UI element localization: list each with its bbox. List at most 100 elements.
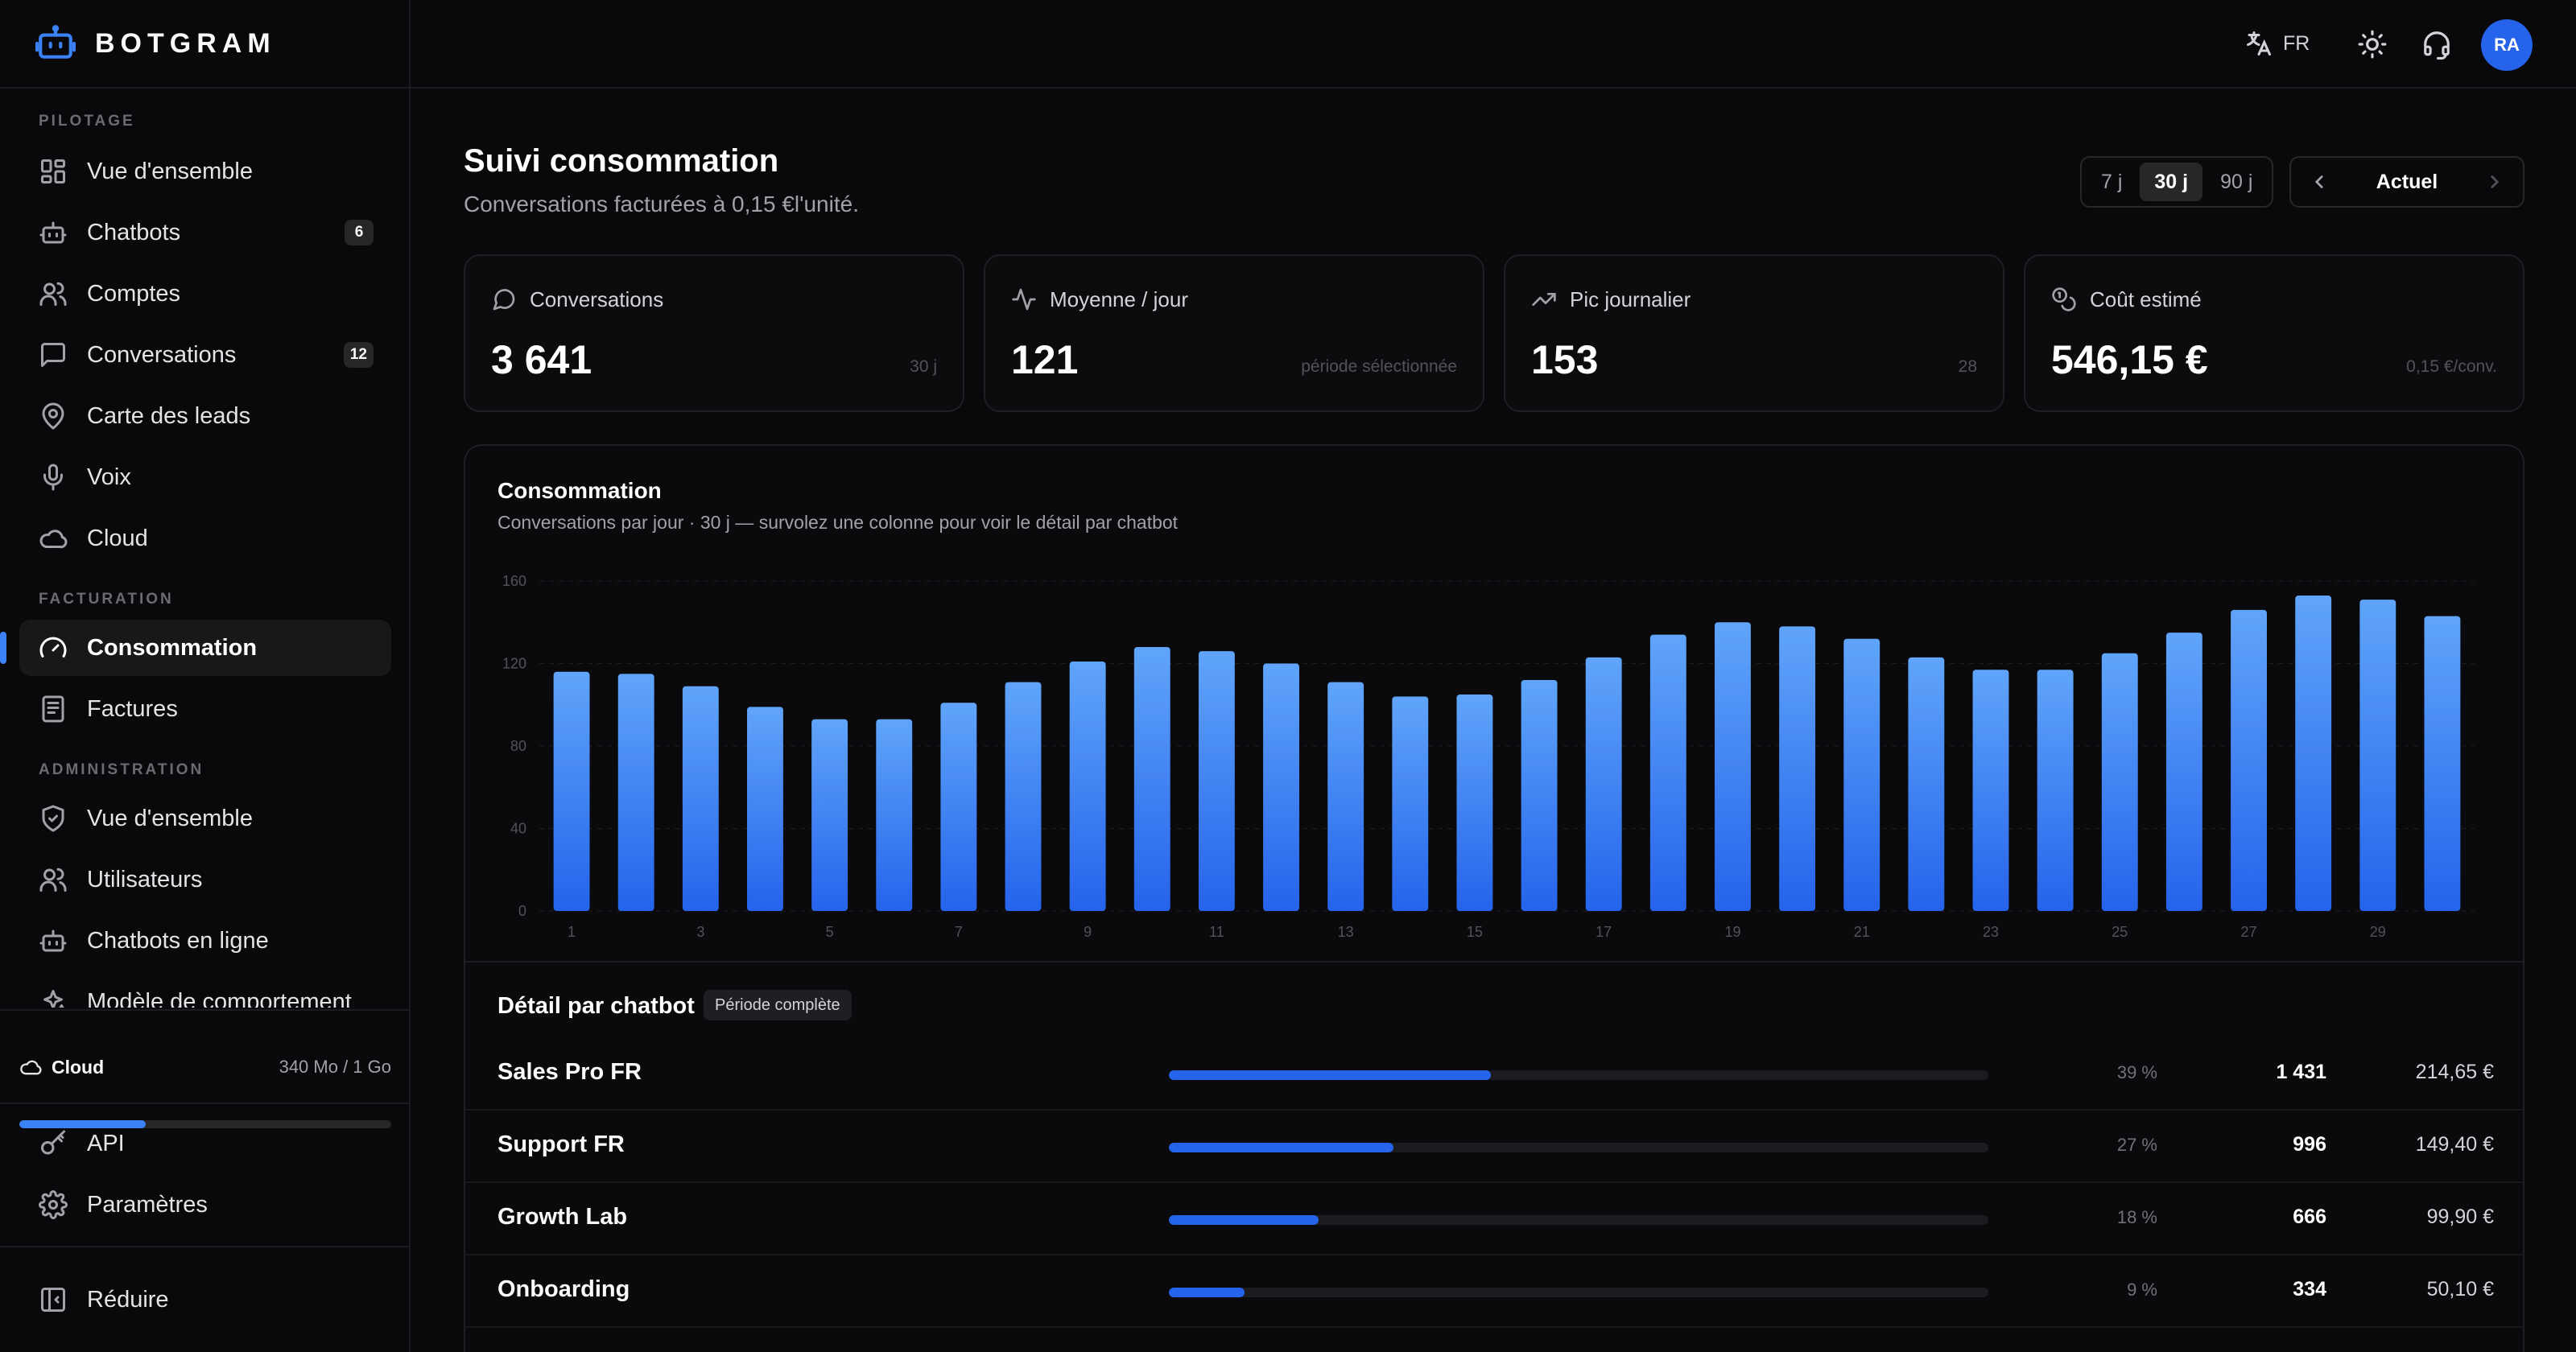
chart-bar-day-29[interactable] — [2359, 600, 2396, 911]
x-tick-label: 7 — [955, 924, 963, 940]
chatbot-detail-list: Sales Pro FR 39 % 1 431 214,65 € Support… — [465, 1038, 2523, 1328]
main-content: Suivi consommation Conversations facturé… — [464, 89, 2524, 1352]
chatbot-row[interactable]: Growth Lab 18 % 666 99,90 € — [465, 1183, 2523, 1255]
chatbot-row[interactable]: Sales Pro FR 39 % 1 431 214,65 € — [465, 1038, 2523, 1111]
chart-bar-day-30[interactable] — [2424, 616, 2461, 911]
sidebar-item-voice[interactable]: Voix — [19, 449, 391, 505]
range-90d-button[interactable]: 90 j — [2220, 170, 2253, 193]
chatbot-row[interactable]: Onboarding 9 % 334 50,10 € — [465, 1255, 2523, 1328]
support-button[interactable] — [2421, 29, 2452, 60]
chart-bar-day-18[interactable] — [1649, 634, 1686, 911]
section-label-administration: ADMINISTRATION — [39, 761, 204, 778]
chevron-right-icon — [2491, 175, 2500, 188]
previous-period-button[interactable] — [2309, 171, 2330, 192]
x-tick-label: 11 — [1209, 924, 1224, 940]
sidebar-item-conversations[interactable]: Conversations 12 — [19, 327, 391, 383]
y-tick-label: 40 — [510, 821, 526, 837]
share-bar-fill — [1169, 1070, 1492, 1080]
chatbot-name: Support FR — [497, 1131, 625, 1157]
sidebar-item-label: Paramètres — [87, 1191, 208, 1218]
stat-card-header: Coût estimé — [2051, 286, 2202, 312]
range-7d-button[interactable]: 7 j — [2101, 170, 2123, 193]
key-icon — [39, 1129, 68, 1158]
sparkles-icon — [39, 987, 68, 1008]
bot-icon — [39, 926, 68, 955]
stat-card-header: Conversations — [491, 286, 663, 312]
share-bar-fill — [1169, 1288, 1245, 1297]
chart-bar-day-8[interactable] — [1005, 682, 1042, 911]
trending-up-icon — [1532, 293, 1556, 306]
chart-bar-day-26[interactable] — [2165, 633, 2202, 911]
share-bar — [1169, 1288, 1988, 1297]
sidebar-item-online-chatbots[interactable]: Chatbots en ligne — [19, 913, 391, 969]
sidebar-item-chatbots[interactable]: Chatbots 6 — [19, 204, 391, 261]
chart-bar-day-25[interactable] — [2101, 653, 2138, 911]
chart-bar-day-16[interactable] — [1521, 680, 1558, 911]
sidebar-item-admin-overview[interactable]: Vue d'ensemble — [19, 790, 391, 847]
chart-bar-day-20[interactable] — [1779, 626, 1816, 911]
chart-bar-day-15[interactable] — [1456, 694, 1493, 911]
chart-bar-day-27[interactable] — [2231, 609, 2267, 911]
microphone-icon — [39, 463, 68, 492]
chart-bar-day-28[interactable] — [2295, 595, 2332, 911]
share-percent: 9 % — [2127, 1280, 2157, 1300]
chart-bar-day-3[interactable] — [682, 686, 719, 911]
period-badge: Période complète — [704, 990, 852, 1020]
sidebar-collapse-button[interactable]: Réduire — [19, 1272, 391, 1328]
chart-bar-day-9[interactable] — [1069, 661, 1106, 911]
chart-bar-day-14[interactable] — [1392, 696, 1429, 912]
sidebar-item-leads-map[interactable]: Carte des leads — [19, 388, 391, 444]
chart-bar-day-2[interactable] — [617, 674, 654, 911]
stat-note: période sélectionnée — [1301, 357, 1457, 376]
stat-label: Moyenne / jour — [1050, 286, 1188, 311]
stat-value: 121 — [1011, 337, 1079, 382]
chart-bar-day-6[interactable] — [876, 719, 913, 911]
chatbot-name: Onboarding — [497, 1276, 630, 1302]
brand[interactable]: BOTGRAM — [0, 0, 409, 89]
chart-bar-day-5[interactable] — [811, 719, 848, 911]
sidebar-divider — [0, 1246, 409, 1247]
chart-bar-day-19[interactable] — [1715, 622, 1751, 911]
sidebar-divider — [0, 1103, 409, 1104]
chart-subtitle: Conversations par jour · 30 j — survolez… — [497, 512, 1179, 533]
sidebar-item-label: Factures — [87, 695, 178, 722]
detail-title: Détail par chatbot — [497, 993, 695, 1019]
cloud-usage-bar — [19, 1120, 391, 1128]
range-30d-button[interactable]: 30 j — [2140, 163, 2203, 201]
sidebar-item-invoices[interactable]: Factures — [19, 681, 391, 737]
chart-bar-day-13[interactable] — [1327, 682, 1364, 911]
chart-bar-day-1[interactable] — [553, 671, 590, 911]
theme-toggle-button[interactable] — [2357, 29, 2388, 60]
sidebar-item-settings[interactable]: Paramètres — [19, 1177, 391, 1233]
chart-bar-day-4[interactable] — [747, 707, 783, 911]
y-tick-label: 0 — [518, 903, 526, 919]
user-avatar[interactable]: RA — [2481, 19, 2533, 71]
sidebar-item-overview[interactable]: Vue d'ensemble — [19, 143, 391, 200]
sidebar-item-api[interactable]: API — [19, 1115, 391, 1172]
chart-bar-day-11[interactable] — [1198, 651, 1235, 911]
sidebar-item-accounts[interactable]: Comptes — [19, 266, 391, 322]
chart-bar-day-21[interactable] — [1843, 638, 1880, 911]
cloud-icon — [20, 1060, 42, 1075]
chart-bar-day-12[interactable] — [1263, 663, 1299, 912]
next-period-button[interactable] — [2484, 171, 2505, 192]
language-code: FR — [2283, 31, 2310, 55]
chart-bar-day-22[interactable] — [1908, 657, 1945, 911]
conversation-count: 1 431 — [2276, 1061, 2326, 1083]
chart-bar-day-10[interactable] — [1133, 647, 1170, 911]
chatbot-row[interactable]: Support FR 27 % 996 149,40 € — [465, 1111, 2523, 1183]
users-icon — [39, 865, 68, 894]
sidebar-item-behavior-model[interactable]: Modèle de comportement — [19, 974, 391, 1008]
y-tick-label: 80 — [510, 738, 526, 754]
chart-bar-day-23[interactable] — [1972, 670, 2009, 911]
sidebar-item-consumption[interactable]: Consommation — [19, 620, 391, 676]
cloud-storage-widget[interactable]: Cloud 340 Mo / 1 Go — [19, 1032, 391, 1128]
chart-bar-day-7[interactable] — [940, 703, 977, 911]
language-switcher[interactable]: FR — [2244, 29, 2310, 58]
sidebar-item-users[interactable]: Utilisateurs — [19, 851, 391, 908]
chart-divider — [465, 961, 2523, 962]
chart-bar-day-24[interactable] — [2037, 670, 2074, 911]
sidebar-item-cloud[interactable]: Cloud — [19, 510, 391, 567]
chart-bar-day-17[interactable] — [1585, 657, 1622, 911]
cloud-label-text: Cloud — [52, 1056, 105, 1078]
